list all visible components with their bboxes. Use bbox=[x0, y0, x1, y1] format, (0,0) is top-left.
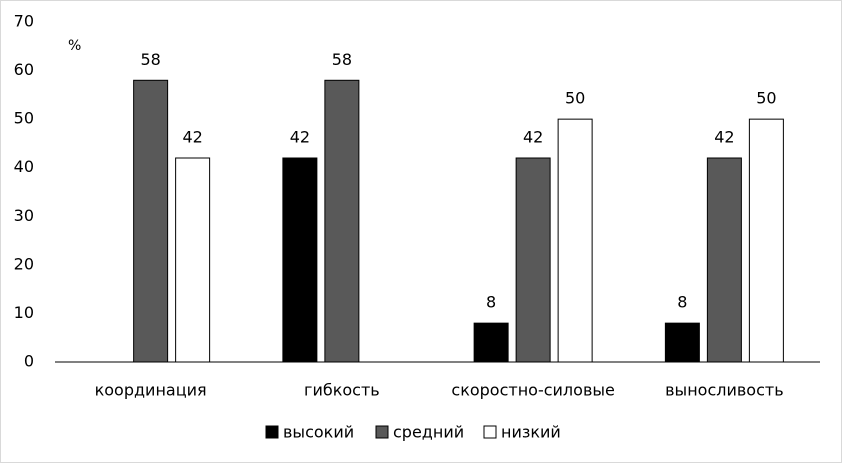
legend-swatch bbox=[483, 425, 497, 439]
value-label: 42 bbox=[290, 128, 310, 147]
bar bbox=[324, 79, 360, 363]
bar bbox=[664, 322, 700, 363]
legend-swatch bbox=[265, 425, 279, 439]
bar bbox=[748, 118, 784, 363]
y-tick-label: 0 bbox=[24, 352, 34, 371]
y-tick-label: 50 bbox=[14, 109, 34, 128]
legend-swatch bbox=[375, 425, 389, 439]
y-tick-label: 40 bbox=[14, 157, 34, 176]
value-label: 50 bbox=[565, 89, 585, 108]
value-label: 8 bbox=[677, 293, 687, 312]
value-label: 8 bbox=[486, 293, 496, 312]
y-tick-label: 30 bbox=[14, 206, 34, 225]
bar bbox=[473, 322, 509, 363]
y-tick-label: 70 bbox=[14, 12, 34, 31]
x-tick-label: координация bbox=[95, 381, 207, 400]
value-label: 58 bbox=[140, 50, 160, 69]
unit-label: % bbox=[68, 38, 81, 54]
value-label: 50 bbox=[756, 89, 776, 108]
x-tick-label: гибкость bbox=[304, 381, 380, 400]
bar bbox=[175, 157, 211, 363]
value-label: 42 bbox=[182, 128, 202, 147]
y-tick-label: 60 bbox=[14, 60, 34, 79]
bar bbox=[515, 157, 551, 363]
x-tick-label: скоростно-силовые bbox=[451, 381, 614, 400]
x-tick-label: выносливость bbox=[665, 381, 784, 400]
value-label: 58 bbox=[332, 50, 352, 69]
legend-label: средний bbox=[393, 423, 464, 442]
bar bbox=[133, 79, 169, 363]
value-label: 42 bbox=[523, 128, 543, 147]
y-tick-label: 10 bbox=[14, 303, 34, 322]
legend-label: низкий bbox=[501, 423, 561, 442]
value-label: 42 bbox=[714, 128, 734, 147]
bar bbox=[557, 118, 593, 363]
bar bbox=[282, 157, 318, 363]
y-tick-label: 20 bbox=[14, 254, 34, 273]
bar bbox=[706, 157, 742, 363]
legend-label: высокий bbox=[283, 423, 354, 442]
